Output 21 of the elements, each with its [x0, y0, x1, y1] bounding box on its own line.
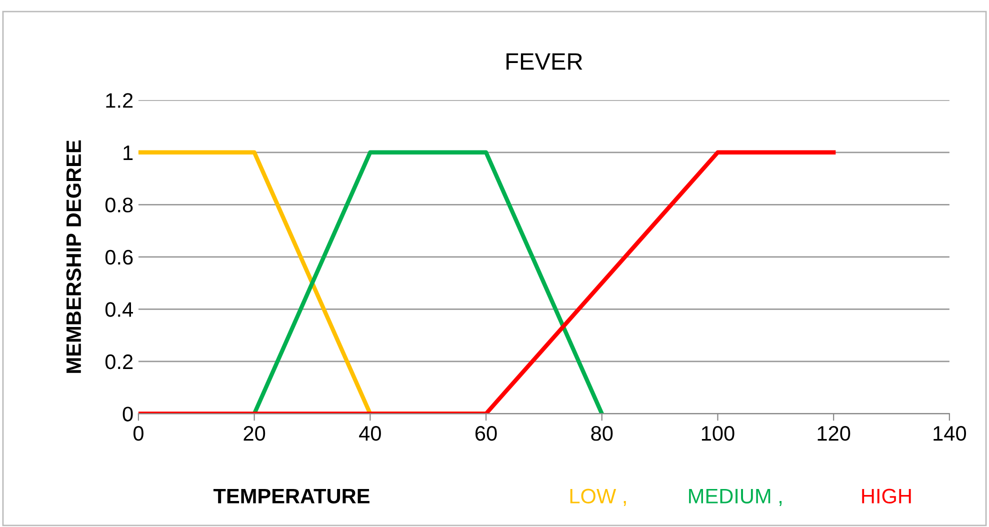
text: LOW ,	[570, 488, 626, 506]
x-tick-label: 120	[818, 426, 850, 441]
text: MEDIUM ,	[689, 488, 782, 506]
chart-title: FEVER	[506, 53, 582, 70]
x-tick-label: 20	[244, 426, 266, 441]
x-tick-label: 80	[591, 426, 613, 441]
x-tick-label: 40	[359, 426, 381, 441]
y-tick-label: 0	[122, 406, 133, 422]
y-tick-label: 0.4	[105, 302, 133, 317]
x-tick-label: 60	[475, 426, 497, 441]
y-axis-title: MEMBERSHIP DEGREE	[66, 140, 82, 373]
x-tick-label: 140	[934, 426, 966, 441]
x-axis-title: TEMPERATURE	[213, 488, 370, 504]
y-tick-label: 0.2	[105, 354, 133, 370]
x-tick-label: 100	[702, 426, 734, 441]
y-tick-label: 1.2	[106, 93, 133, 108]
x-tick-label: 0	[133, 426, 144, 441]
y-tick-label: 0.8	[105, 198, 133, 212]
y-tick-label: 1	[124, 146, 133, 160]
text: HIGH	[862, 488, 911, 504]
y-tick-label: 0.6	[105, 250, 133, 265]
